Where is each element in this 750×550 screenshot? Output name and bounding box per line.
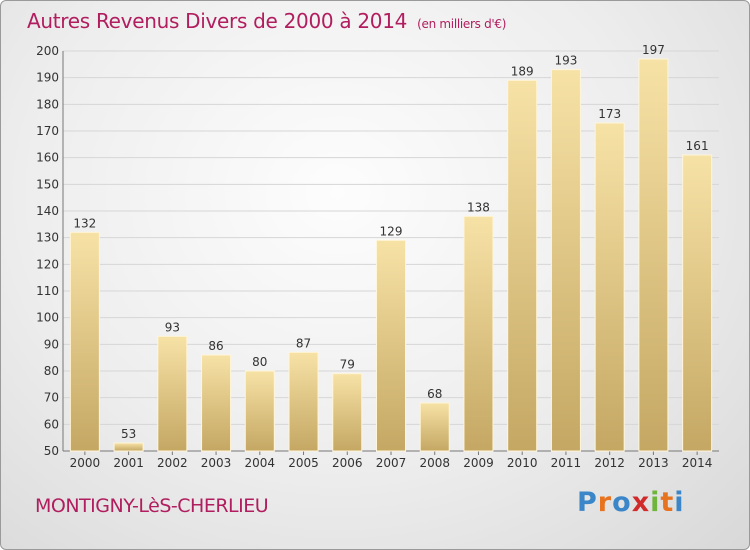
- x-tick-label: 2011: [551, 456, 582, 470]
- bar-2001: [113, 442, 144, 452]
- data-label-2006: 79: [340, 358, 355, 372]
- data-label-2007: 129: [380, 224, 403, 238]
- bar-2006: [332, 373, 363, 452]
- y-tick-label: 190: [36, 71, 59, 85]
- y-tick-label: 100: [36, 311, 59, 325]
- x-tick-label: 2004: [245, 456, 276, 470]
- y-tick-label: 80: [44, 364, 59, 378]
- data-label-2009: 138: [467, 200, 490, 214]
- bars: [69, 58, 713, 452]
- bar-2010: [507, 79, 538, 452]
- x-tick-label: 2014: [682, 456, 713, 470]
- bar-2003: [201, 354, 232, 452]
- y-tick-label: 110: [36, 284, 59, 298]
- chart-title: Autres Revenus Divers de 2000 à 2014 (en…: [27, 9, 506, 33]
- x-tick-label: 2008: [419, 456, 450, 470]
- y-tick-label: 120: [36, 257, 59, 271]
- x-tick-label: 2000: [70, 456, 101, 470]
- y-tick-label: 50: [44, 444, 59, 458]
- bar-2004: [244, 370, 275, 452]
- y-tick-label: 180: [36, 97, 59, 111]
- bar-2005: [288, 351, 319, 452]
- x-tick-label: 2003: [201, 456, 232, 470]
- y-tick-label: 130: [36, 231, 59, 245]
- data-label-2012: 173: [598, 107, 621, 121]
- city-name: MONTIGNY-LèS-CHERLIEU: [35, 495, 269, 517]
- y-tick-label: 150: [36, 177, 59, 191]
- x-tick-label: 2013: [638, 456, 669, 470]
- x-tick-label: 2002: [157, 456, 188, 470]
- bar-2000: [69, 231, 100, 452]
- bar-2011: [550, 69, 581, 452]
- data-label-2013: 197: [642, 43, 665, 57]
- data-label-2010: 189: [511, 64, 534, 78]
- x-tick-label: 2005: [288, 456, 319, 470]
- x-tick-label: 2012: [594, 456, 625, 470]
- data-label-2011: 193: [554, 54, 577, 68]
- data-label-2000: 132: [73, 216, 96, 230]
- bar-2012: [594, 122, 625, 452]
- data-label-2001: 53: [121, 427, 136, 441]
- x-tick-label: 2007: [376, 456, 407, 470]
- x-tick-label: 2006: [332, 456, 363, 470]
- bar-2013: [638, 58, 669, 452]
- y-tick-label: 140: [36, 204, 59, 218]
- bar-2007: [376, 239, 406, 452]
- data-label-2008: 68: [427, 387, 442, 401]
- chart-title-text: Autres Revenus Divers de 2000 à 2014: [27, 9, 408, 33]
- bar-2008: [419, 402, 450, 452]
- y-tick-label: 60: [44, 417, 59, 431]
- labels: 50 60 70 80 90 100 110 120 130 140 150 160 170 180 190…: [36, 43, 712, 470]
- y-tick-label: 160: [36, 151, 59, 165]
- y-tick-label: 200: [36, 44, 59, 58]
- bar-2009: [463, 215, 494, 452]
- y-tick-label: 170: [36, 124, 59, 138]
- data-label-2004: 80: [252, 355, 267, 369]
- y-tick-label: 70: [44, 391, 59, 405]
- data-label-2003: 86: [208, 339, 223, 353]
- data-label-2014: 161: [686, 139, 709, 153]
- data-label-2002: 93: [165, 320, 180, 334]
- bar-2002: [157, 335, 188, 452]
- x-tick-label: 2001: [113, 456, 144, 470]
- x-tick-label: 2009: [463, 456, 494, 470]
- chart-unit: (en milliers d'€): [417, 17, 507, 31]
- x-tick-label: 2010: [507, 456, 538, 470]
- data-label-2005: 87: [296, 336, 311, 350]
- proxiti-logo: Proxiti: [577, 487, 685, 518]
- y-tick-label: 90: [44, 337, 59, 351]
- bar-2014: [682, 154, 713, 452]
